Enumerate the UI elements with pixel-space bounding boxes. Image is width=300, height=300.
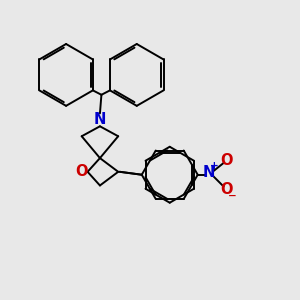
Text: −: − <box>228 190 237 200</box>
Text: O: O <box>75 164 88 179</box>
Text: +: + <box>209 161 218 172</box>
Text: O: O <box>220 182 233 197</box>
Text: N: N <box>203 165 215 180</box>
Text: O: O <box>220 152 233 167</box>
Text: N: N <box>94 112 106 127</box>
